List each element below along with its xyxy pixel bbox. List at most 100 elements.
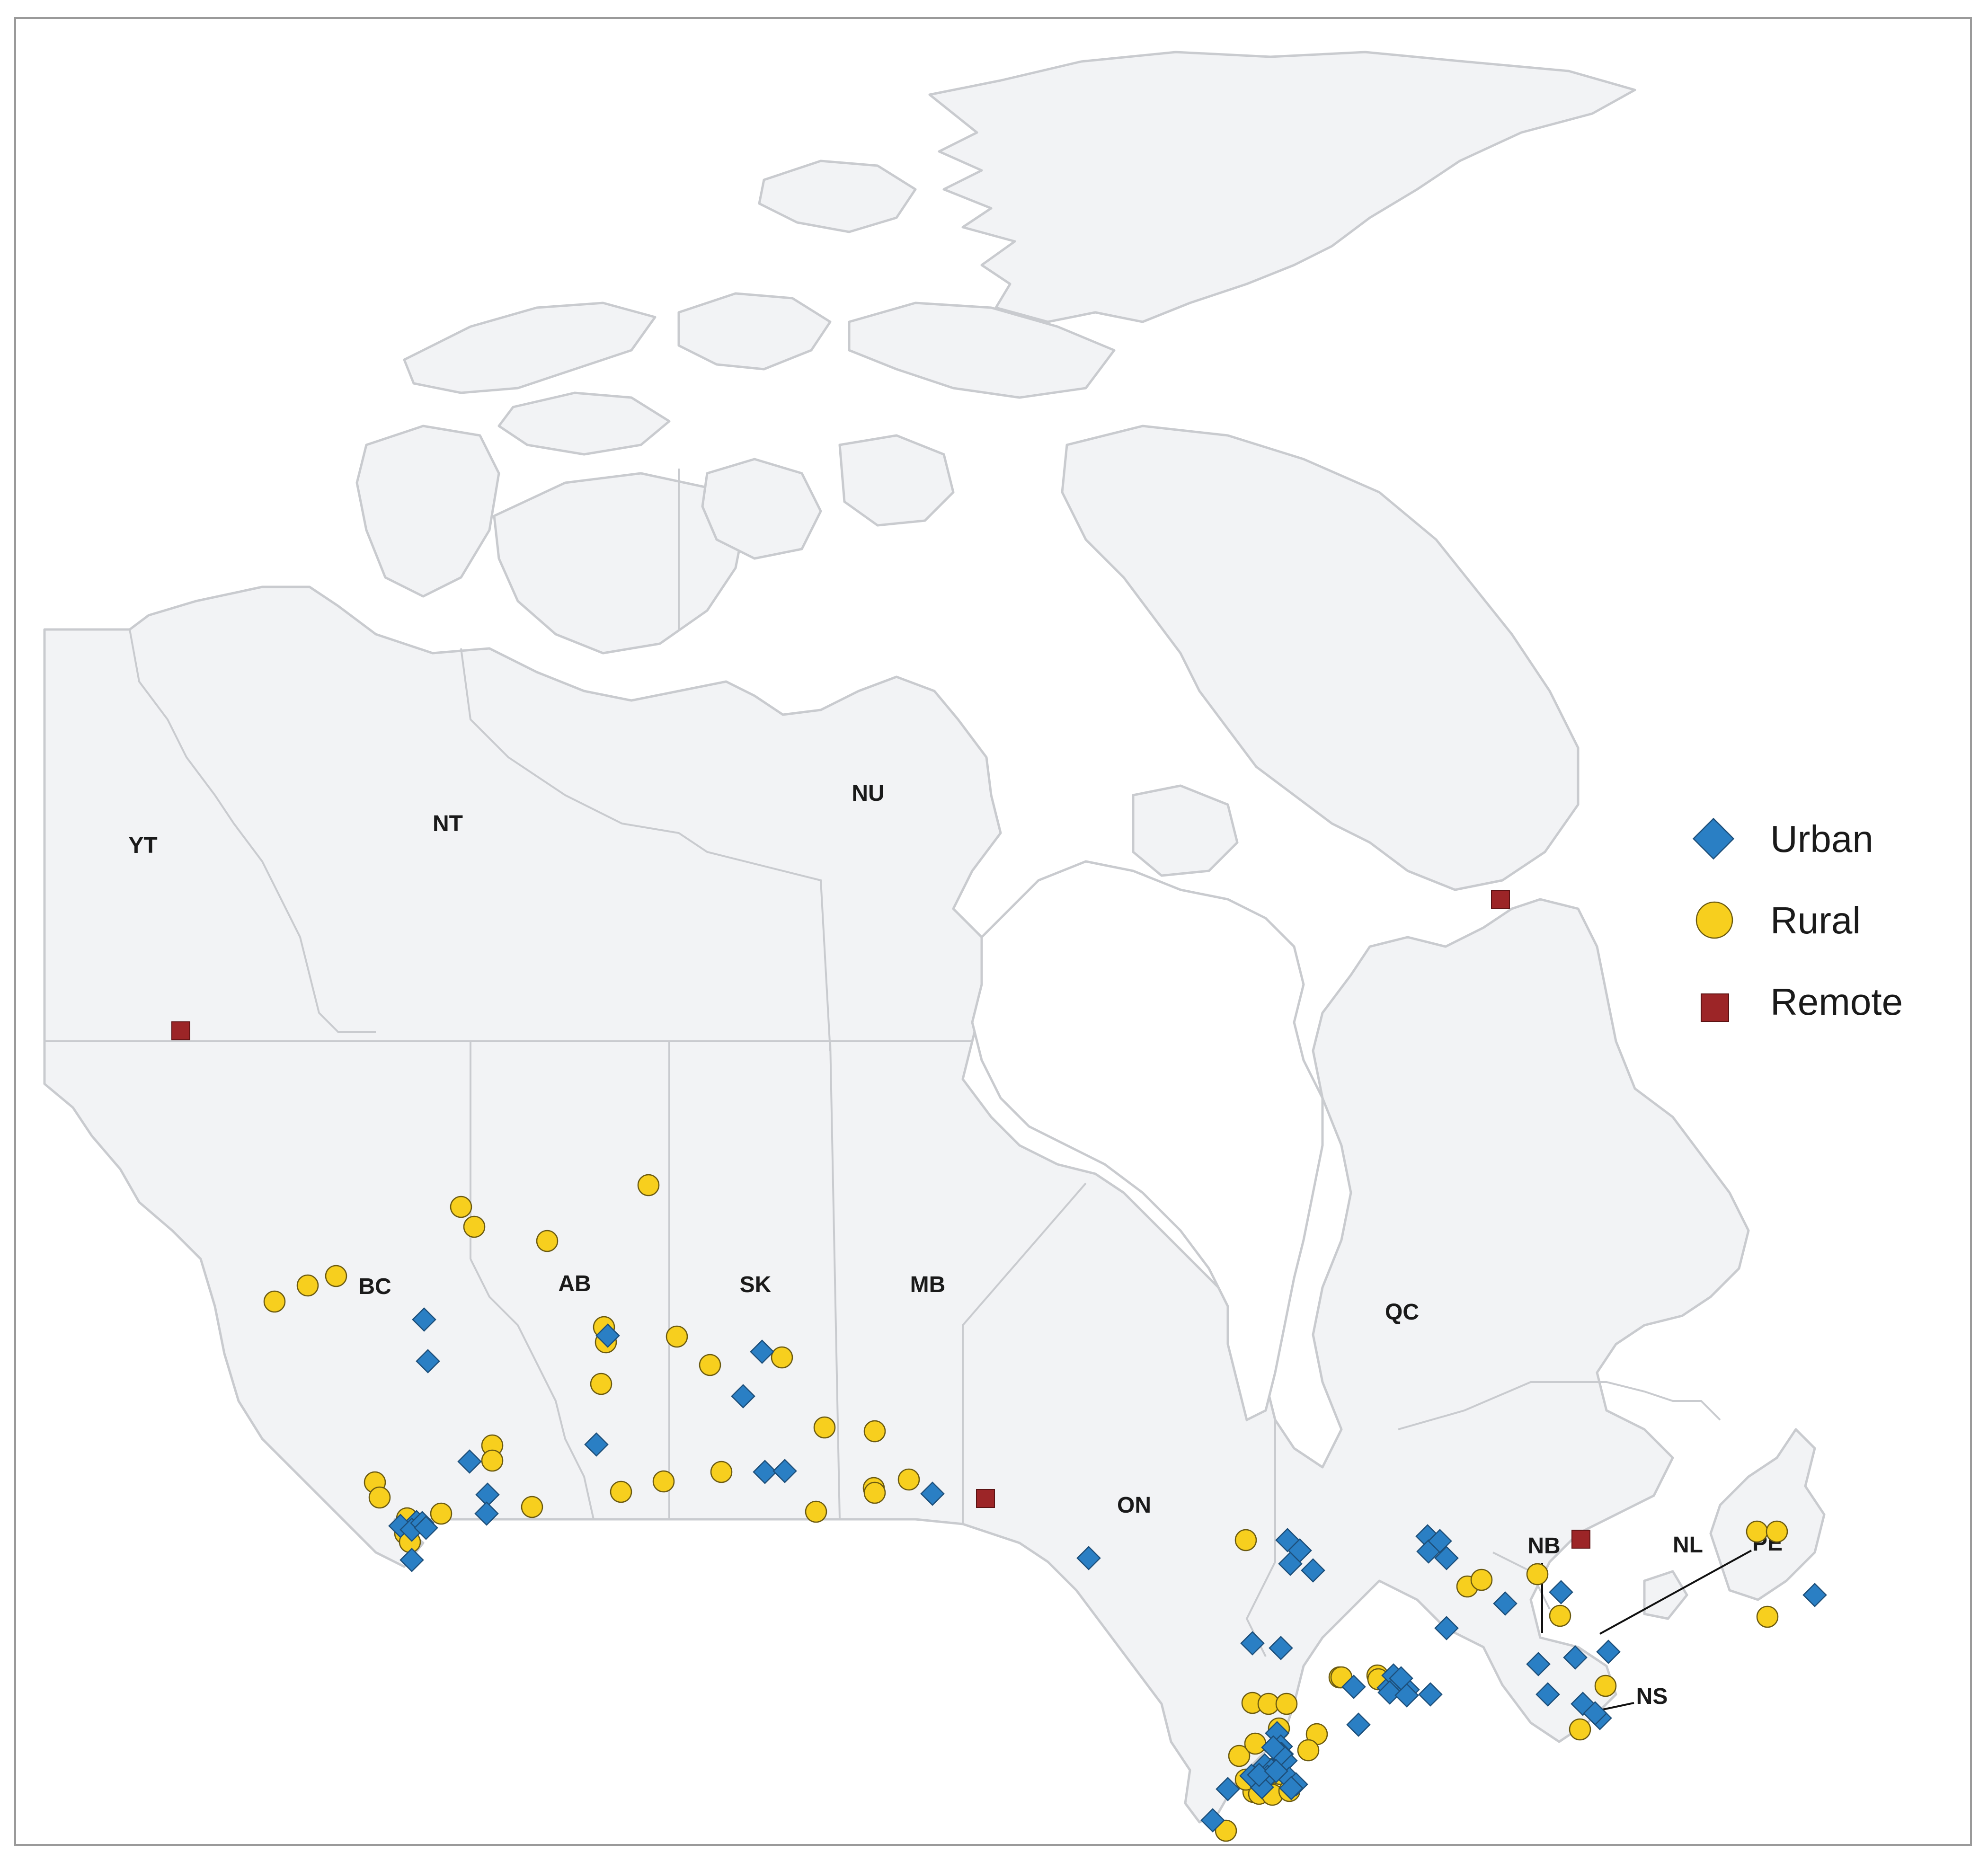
urban-marker [1279,1776,1304,1800]
urban-marker [1389,1666,1413,1691]
urban-marker [772,1459,797,1483]
rural-marker [805,1500,827,1523]
province-labels: YT NT NU BC AB SK MB ON QC NB NL PE NS [128,781,1783,1709]
newfoundland-island [1709,1428,1826,1601]
rural-marker [296,1274,319,1297]
urban-marker [731,1384,755,1409]
melville-island [497,391,671,456]
rural-marker [1215,1819,1237,1842]
urban-marker [1216,1777,1240,1801]
urban-markers [388,1307,1827,1833]
legend: Urban Rural Remote [1692,817,1903,1023]
rural-marker [1244,1732,1267,1755]
rural-marker [430,1502,453,1525]
urban-marker [1434,1546,1459,1570]
rural-marker [1569,1718,1591,1741]
legend-rural-label: Rural [1770,899,1861,941]
rural-marker [1756,1605,1779,1628]
rural-marker [590,1373,612,1395]
urban-marker [1434,1616,1459,1640]
urban-marker [920,1481,945,1506]
rural-marker [699,1354,721,1376]
remote-markers [171,890,1590,1549]
label-nl: NL [1673,1533,1703,1558]
baffin-island [1061,425,1580,891]
rural-marker [1234,1529,1257,1551]
leader-pe [1599,1550,1752,1635]
urban-marker [1247,1763,1271,1787]
rural-marker [450,1196,472,1218]
ellesmere-island [928,51,1636,323]
prince-of-wales-island [701,458,822,560]
rural-marker [637,1174,660,1196]
legend-rural-icon [1695,901,1733,939]
urban-marker [753,1460,777,1484]
urban-marker [1493,1591,1518,1616]
urban-marker [412,1307,436,1332]
urban-marker [1526,1652,1551,1676]
label-ns: NS [1636,1684,1668,1709]
rural-marker [666,1325,688,1348]
border-nt-nu [460,648,831,1051]
bathurst-island [677,292,832,371]
rural-marker [1275,1693,1298,1715]
label-sk: SK [740,1272,772,1297]
remote-marker [171,1021,190,1040]
rural-marker [652,1470,675,1493]
rural-marker [521,1496,543,1518]
label-qc: QC [1385,1300,1419,1325]
urban-marker [1261,1735,1286,1760]
urban-marker [474,1501,499,1526]
rural-marker [897,1468,920,1491]
label-nt: NT [433,811,463,836]
rural-marker [1297,1739,1320,1762]
urban-marker [750,1339,774,1364]
rural-marker [1766,1520,1788,1543]
border-mb-on [962,1182,1087,1524]
urban-marker [1596,1639,1621,1664]
urban-marker [1278,1551,1303,1576]
rural-marker [1549,1604,1571,1627]
urban-marker [1418,1682,1443,1707]
victoria-island [493,472,746,655]
urban-marker [1341,1675,1366,1699]
queen-elizabeth-islands-west [403,301,657,394]
remote-marker [976,1489,995,1508]
legend-urban-icon [1692,817,1735,860]
canada-map: YT NT NU BC AB SK MB ON QC NB NL PE NS U… [43,51,1903,1842]
border-qc-nl [1398,1381,1721,1430]
urban-marker [414,1515,438,1540]
hudson-bay [971,860,1324,1422]
somerset-island [838,434,955,527]
legend-urban-label: Urban [1770,818,1873,860]
rural-marker [813,1416,836,1439]
rural-marker [771,1346,793,1369]
urban-marker [1377,1680,1402,1705]
rural-marker [481,1449,504,1472]
rural-marker [263,1290,286,1313]
label-mb: MB [910,1272,946,1297]
rural-marker [1526,1563,1549,1586]
label-nb: NB [1527,1533,1560,1559]
urban-marker [1428,1529,1452,1553]
rural-marker [1470,1569,1493,1591]
border-bc-ab-rockies [470,1258,595,1520]
landmass [43,51,1826,1824]
mainland [43,585,1750,1824]
southampton-island [1132,784,1239,877]
border-yt-nt [129,629,376,1033]
urban-marker [1200,1808,1225,1833]
devon-island [848,301,1116,399]
urban-marker [1802,1583,1827,1607]
urban-marker [1549,1580,1573,1604]
urban-marker [1346,1712,1371,1737]
remote-marker [1571,1530,1590,1549]
label-nu: NU [852,781,884,806]
urban-marker [1264,1759,1288,1783]
urban-marker [595,1323,620,1348]
axel-heiberg-island [758,160,917,233]
rural-marker [610,1480,632,1503]
urban-marker [1269,1636,1293,1660]
urban-marker [399,1548,424,1572]
label-yt: YT [128,833,157,858]
